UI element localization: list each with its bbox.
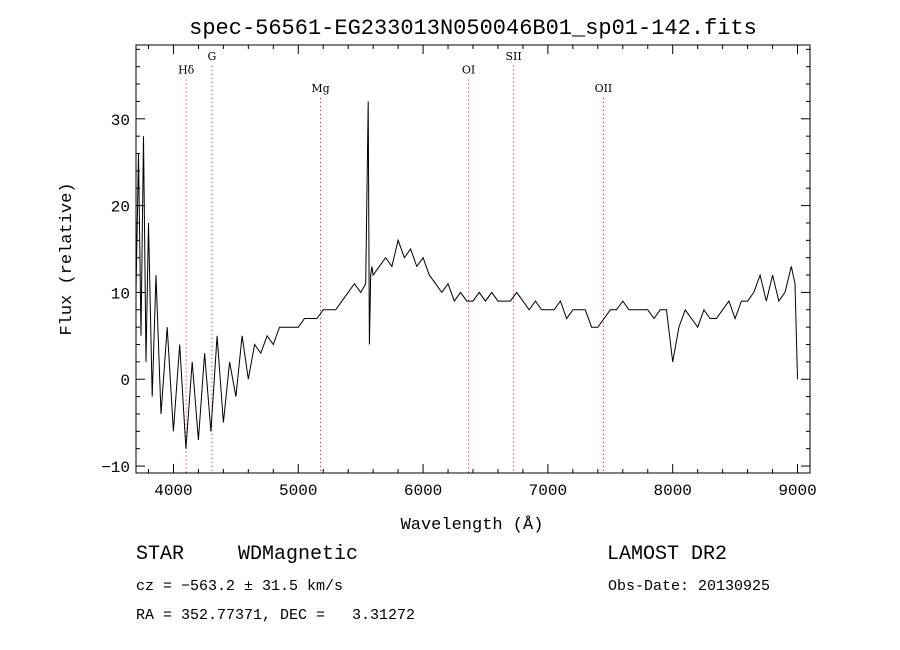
y-axis: −10 0 10 20 30 [101, 48, 810, 477]
line-marker-label: SII [505, 50, 521, 63]
spectrum-line [135, 101, 798, 449]
x-axis: 4000 5000 6000 7000 8000 9000 [147, 45, 817, 500]
x-tick-label: 6000 [404, 482, 442, 500]
spectral-line-markers: Hδ G Mg OI SII OII [178, 50, 612, 473]
x-tick-label: 4000 [154, 482, 192, 500]
x-tick-label: 9000 [778, 482, 816, 500]
y-tick-label: −10 [101, 459, 130, 477]
chart-title: spec-56561-EG233013N050046B01_sp01-142.f… [189, 16, 757, 41]
object-class: STAR [136, 543, 184, 566]
y-tick-label: 0 [120, 372, 130, 390]
redshift-velocity: cz = −563.2 ± 31.5 km/s [136, 578, 343, 595]
x-tick-label: 8000 [654, 482, 692, 500]
y-tick-label: 10 [111, 285, 130, 303]
x-tick-label: 5000 [279, 482, 317, 500]
object-subclass: WDMagnetic [238, 543, 358, 566]
survey-release: LAMOST DR2 [607, 543, 727, 566]
coordinates: RA = 352.77371, DEC = 3.31272 [136, 607, 415, 624]
line-marker-label: Hδ [178, 64, 195, 77]
x-tick-label: 7000 [529, 482, 567, 500]
line-marker-label: OI [462, 64, 475, 77]
y-axis-label: Flux (relative) [58, 182, 77, 335]
y-tick-label: 20 [111, 199, 130, 217]
plot-frame [135, 44, 811, 474]
observation-date: Obs-Date: 20130925 [608, 578, 770, 595]
x-axis-label: Wavelength (Å) [401, 516, 544, 535]
line-marker-label: G [207, 50, 216, 63]
y-tick-label: 30 [111, 112, 130, 130]
line-marker-label: Mg [311, 82, 329, 95]
line-marker-label: OII [595, 82, 613, 95]
